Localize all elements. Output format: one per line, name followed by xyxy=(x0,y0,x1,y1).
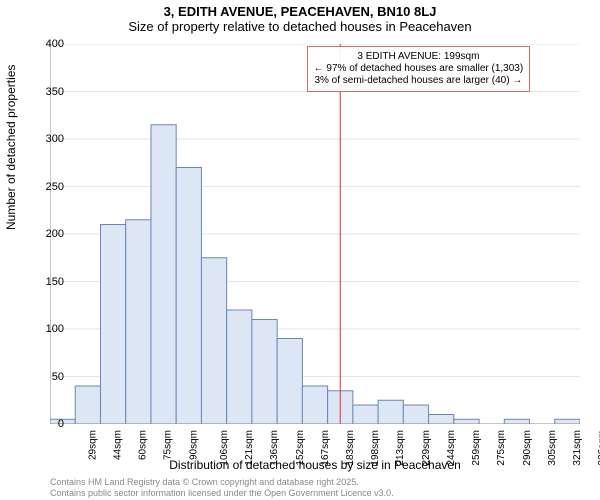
y-tick-label: 300 xyxy=(24,133,64,145)
footer-line2: Contains public sector information licen… xyxy=(50,488,394,498)
reference-annotation: 3 EDITH AVENUE: 199sqm ← 97% of detached… xyxy=(307,46,531,92)
y-tick-label: 400 xyxy=(24,38,64,50)
histogram-bar xyxy=(201,258,226,424)
x-axis-label: Distribution of detached houses by size … xyxy=(50,458,580,472)
x-tick-label: 44sqm xyxy=(112,430,123,460)
histogram-bar xyxy=(252,320,277,425)
annotation-line2: ← 97% of detached houses are smaller (1,… xyxy=(314,63,524,75)
y-tick-label: 100 xyxy=(24,323,64,335)
y-axis-label: Number of detached properties xyxy=(4,65,18,230)
histogram-bar xyxy=(126,220,151,424)
x-tick-label: 90sqm xyxy=(188,430,199,460)
y-tick-label: 350 xyxy=(24,86,64,98)
attribution-footer: Contains HM Land Registry data © Crown c… xyxy=(50,477,394,498)
x-tick-label: 29sqm xyxy=(87,430,98,460)
histogram-bar xyxy=(75,386,100,424)
histogram-bar xyxy=(176,168,201,425)
footer-line1: Contains HM Land Registry data © Crown c… xyxy=(50,477,394,487)
histogram-bar xyxy=(353,405,378,424)
annotation-line3: 3% of semi-detached houses are larger (4… xyxy=(314,75,524,87)
histogram-bar xyxy=(302,386,327,424)
y-tick-label: 250 xyxy=(24,181,64,193)
histogram-bar xyxy=(378,400,403,424)
histogram-bar xyxy=(429,415,454,425)
x-tick-label: 75sqm xyxy=(163,430,174,460)
histogram-plot xyxy=(50,44,580,424)
histogram-bar xyxy=(504,419,529,424)
chart-area xyxy=(50,44,580,424)
histogram-bar xyxy=(151,125,176,424)
y-tick-label: 200 xyxy=(24,228,64,240)
histogram-bar xyxy=(403,405,428,424)
histogram-bar xyxy=(227,310,252,424)
histogram-bar xyxy=(555,419,580,424)
chart-title-line2: Size of property relative to detached ho… xyxy=(0,19,600,34)
y-tick-label: 150 xyxy=(24,276,64,288)
chart-title-line1: 3, EDITH AVENUE, PEACEHAVEN, BN10 8LJ xyxy=(0,4,600,19)
chart-title-block: 3, EDITH AVENUE, PEACEHAVEN, BN10 8LJ Si… xyxy=(0,4,600,34)
histogram-bar xyxy=(100,225,125,425)
annotation-line1: 3 EDITH AVENUE: 199sqm xyxy=(314,51,524,63)
x-tick-label: 60sqm xyxy=(138,430,149,460)
histogram-bar xyxy=(277,339,302,425)
histogram-bar xyxy=(454,419,479,424)
y-tick-label: 0 xyxy=(24,418,64,430)
y-tick-label: 50 xyxy=(24,371,64,383)
